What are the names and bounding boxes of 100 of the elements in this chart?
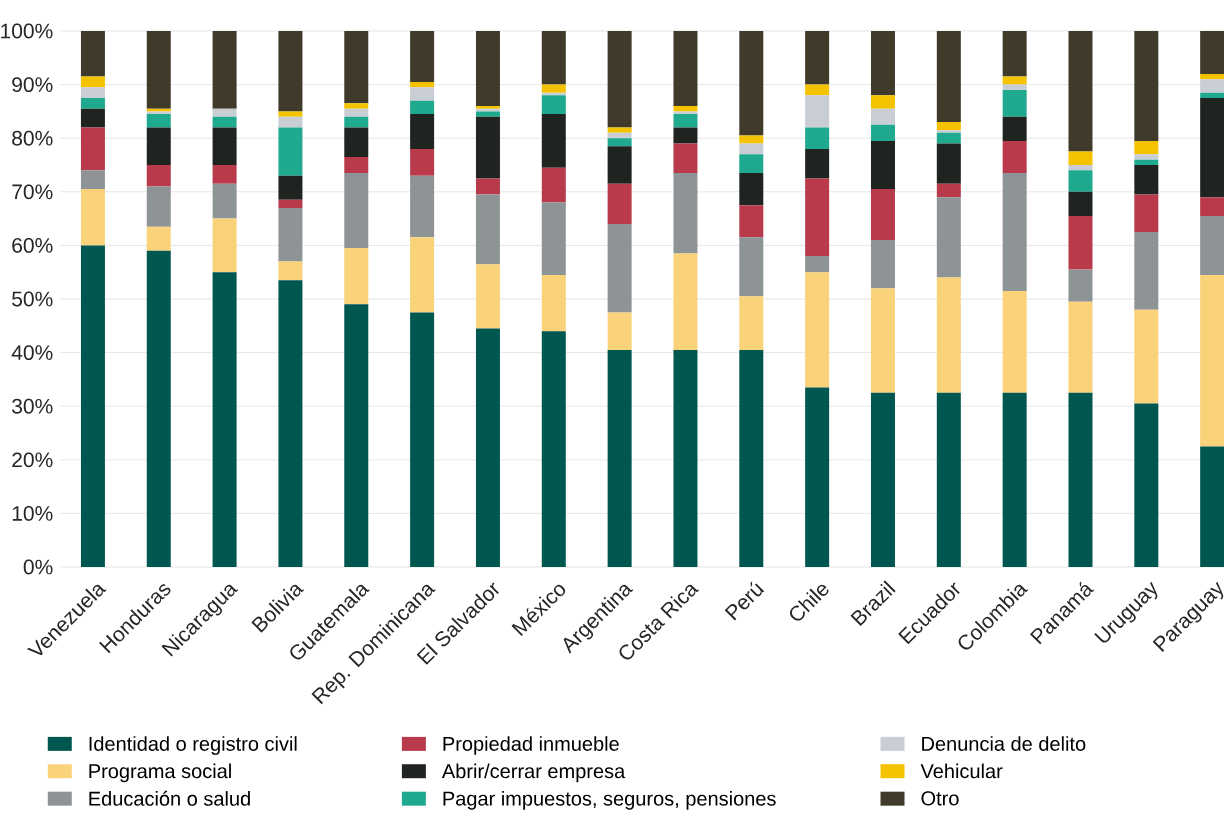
bar (1068, 269, 1093, 302)
bar (1134, 232, 1159, 310)
bar (936, 132, 961, 144)
bar (278, 280, 303, 567)
bar (1002, 89, 1027, 117)
bar (212, 218, 237, 273)
bar (80, 108, 105, 128)
bar (1002, 76, 1027, 85)
bar (278, 31, 303, 112)
y-tick-label: 40% (11, 345, 53, 361)
bar (410, 81, 435, 88)
bar (1002, 392, 1027, 567)
bar (1134, 403, 1159, 567)
bar (278, 116, 303, 128)
bar (739, 143, 764, 155)
bar (673, 106, 698, 112)
bar (475, 194, 500, 265)
bar (146, 165, 171, 187)
bar (1068, 191, 1093, 216)
bar (278, 207, 303, 262)
bar (80, 87, 105, 98)
bar (870, 124, 895, 141)
bar (344, 173, 369, 249)
legend-label: Otro (921, 791, 959, 806)
bar (475, 328, 500, 567)
bar (541, 84, 566, 93)
bar (739, 31, 764, 136)
bar (212, 116, 237, 128)
bar (739, 135, 764, 144)
bar (805, 178, 830, 257)
bar (278, 261, 303, 281)
bar (870, 95, 895, 109)
bar (146, 31, 171, 109)
bar (80, 31, 105, 77)
bar (1134, 31, 1159, 141)
bar (805, 272, 830, 388)
bar (344, 304, 369, 567)
y-tick-label: 30% (12, 398, 53, 414)
bar (739, 173, 764, 206)
bar (607, 349, 632, 567)
bar (212, 165, 237, 184)
bar (805, 95, 830, 128)
legend-label: Propiedad inmueble (443, 736, 619, 755)
bar (805, 84, 830, 96)
legend-label: Identidad o registro civil (89, 736, 297, 755)
bar (739, 296, 764, 350)
bar (1200, 446, 1224, 567)
bar (936, 31, 961, 123)
bar (870, 392, 895, 567)
bar (1200, 215, 1224, 275)
bar (1002, 140, 1027, 174)
bar (1134, 140, 1159, 155)
bar (475, 264, 500, 329)
bar (410, 100, 435, 115)
bar (936, 183, 961, 198)
legend-label: Educación o salud (89, 790, 250, 806)
bar (936, 130, 961, 133)
bar (344, 127, 369, 157)
bar (410, 148, 435, 176)
bar (278, 199, 303, 208)
bar (1200, 31, 1224, 74)
bar (607, 223, 632, 313)
bar (344, 248, 369, 305)
bar (80, 98, 105, 109)
y-tick-label: 20% (12, 452, 53, 468)
bar (936, 143, 961, 184)
bar (673, 349, 698, 567)
bar (344, 31, 369, 104)
bar (146, 127, 171, 165)
bar (212, 127, 237, 165)
bar (541, 114, 566, 168)
bar (1002, 173, 1027, 291)
bar (80, 170, 105, 190)
bar (1200, 73, 1224, 80)
bar (344, 103, 369, 109)
bar (410, 114, 435, 149)
bar (1134, 309, 1159, 404)
bar (1068, 151, 1093, 165)
bar (475, 31, 500, 107)
legend-label: Vehicular (920, 763, 1003, 779)
bar (146, 186, 171, 227)
bar (1068, 31, 1093, 152)
bar (673, 143, 698, 174)
bar (410, 31, 435, 82)
bar (80, 189, 105, 246)
bar (212, 31, 237, 109)
bar (1068, 215, 1093, 270)
bar (410, 312, 435, 567)
bar (870, 189, 895, 241)
y-tick-label: 90% (12, 77, 53, 93)
legend-label: Abrir/cerrar empresa (441, 763, 626, 783)
bar (805, 387, 830, 567)
y-tick-label: 50% (12, 291, 53, 307)
bar (739, 349, 764, 567)
bar (607, 138, 632, 147)
bar (1200, 274, 1224, 447)
bar (80, 76, 105, 88)
bar (410, 87, 435, 101)
legend-label: Pagar impuestos, seguros, pensiones (443, 791, 776, 810)
bar (673, 114, 698, 128)
